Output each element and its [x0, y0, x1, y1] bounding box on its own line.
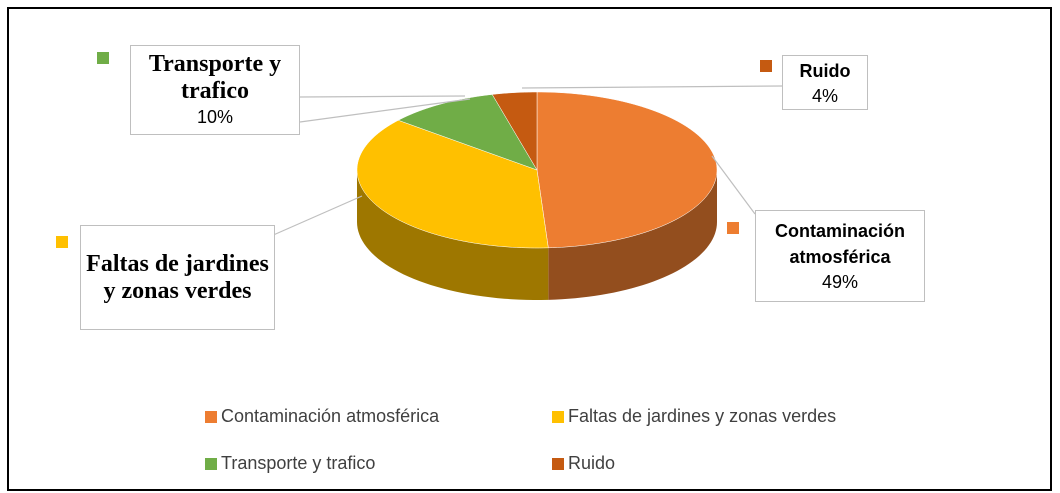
leader-line [711, 155, 756, 215]
data-label-category: Transporte y trafico [148, 51, 282, 104]
data-label-category: Faltas de jardines y zonas verdes [86, 250, 269, 304]
legend-swatch [552, 411, 564, 423]
data-label-category: Contaminación atmosférica [774, 221, 905, 267]
legend-label: Ruido [568, 453, 616, 473]
leader-line [299, 95, 466, 98]
slice [536, 91, 718, 249]
leader-line [299, 98, 471, 123]
legend-label: Faltas de jardines y zonas verdes [568, 406, 837, 426]
data-label: Ruido 4% [782, 55, 868, 110]
data-label: Contaminación atmosférica 49% [755, 210, 925, 302]
leader-line [521, 85, 783, 89]
slice [397, 94, 538, 171]
legend-label: Transporte y trafico [221, 453, 376, 473]
data-label: Transporte y trafico 10% [130, 45, 300, 135]
chart-border [7, 7, 1052, 491]
legend-label: Contaminación atmosférica [221, 406, 440, 426]
data-label: Faltas de jardines y zonas verdes [80, 225, 275, 330]
slice-side [548, 170, 717, 300]
data-label-category: Ruido [799, 60, 851, 81]
slice [356, 120, 549, 249]
label-key [760, 60, 772, 72]
legend-swatch [552, 458, 564, 470]
leader-line [261, 195, 363, 241]
data-label-value: 49% [821, 272, 859, 292]
data-label-value: 10% [196, 107, 234, 127]
label-key [56, 236, 68, 248]
label-key [727, 222, 739, 234]
label-key [97, 52, 109, 64]
data-label-value: 4% [811, 85, 838, 106]
legend-swatch [205, 458, 217, 470]
legend-swatch [205, 411, 217, 423]
slice-side [357, 170, 549, 300]
slice [491, 91, 538, 171]
